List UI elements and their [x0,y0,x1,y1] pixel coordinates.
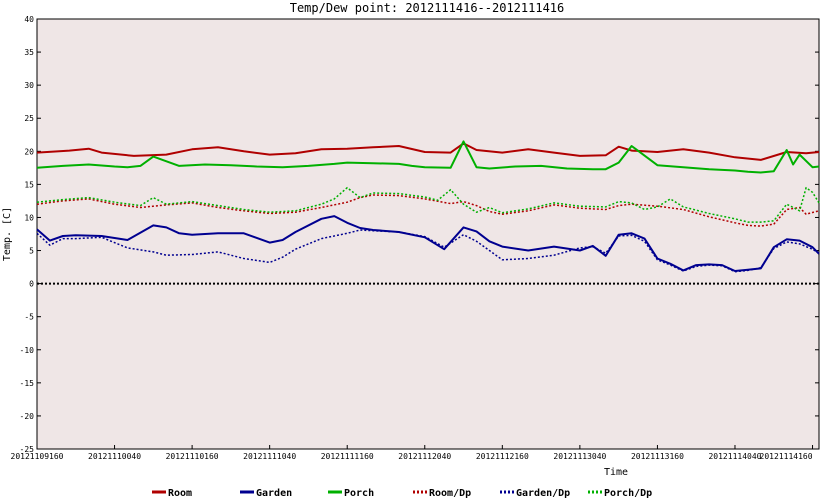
x-tick-label: 20121113040 [553,452,606,461]
y-tick-label: 40 [24,15,34,24]
x-tick-label: 20121111040 [243,452,296,461]
x-axis: 20121109160 20121110040 20121110160 2012111… [11,445,814,461]
x-tick-label: 20121114040 [708,452,761,461]
y-tick-label: 35 [24,48,34,57]
legend-label: Porch [344,488,374,499]
y-tick-label: -25 [20,445,35,454]
y-tick-label: -5 [24,313,34,322]
series-group [36,140,820,273]
series-line-garden-dp [36,229,820,273]
y-tick-label: -20 [20,412,35,421]
chart-title: Temp/Dew point: 2012111416--2012111416 [290,1,565,15]
plot-area [36,18,820,450]
y-tick-label: 10 [24,213,34,222]
y-tick-label: 25 [24,114,34,123]
x-tick-label: 20121114160 [760,452,813,461]
y-tick-label: 15 [24,180,34,189]
series-line-room-dp [36,194,820,227]
legend-label: Room/Dp [429,488,471,499]
series-line-room [36,142,820,161]
legend-label: Room [168,488,192,499]
y-tick-label: 5 [29,247,34,256]
x-tick-label: 20121111160 [321,452,374,461]
legend-label: Garden/Dp [516,488,570,499]
x-tick-label: 20121110040 [88,452,141,461]
y-axis: 40 35 30 25 20 15 10 5 0 -5 -10 -15 -20 -25 [20,15,819,454]
x-tick-label: 20121112040 [398,452,451,461]
x-tick-label: 20121113160 [631,452,684,461]
legend: Room Garden Porch Room/Dp Garden/Dp Porch/Dp [152,488,652,499]
series-line-porch-dp [36,186,820,223]
y-tick-label: -15 [20,379,35,388]
x-tick-label: 20121110160 [166,452,219,461]
y-tick-label: -10 [20,346,35,355]
y-axis-label: Temp. [C] [2,207,13,261]
legend-label: Garden [256,488,292,499]
x-tick-label: 20121109160 [11,452,64,461]
legend-label: Porch/Dp [604,488,652,499]
x-tick-label: 20121112160 [476,452,529,461]
series-line-porch [36,140,820,174]
y-tick-label: 0 [29,280,34,289]
x-axis-label: Time [604,467,628,478]
y-tick-label: 20 [24,147,34,156]
y-tick-label: 30 [24,81,34,90]
